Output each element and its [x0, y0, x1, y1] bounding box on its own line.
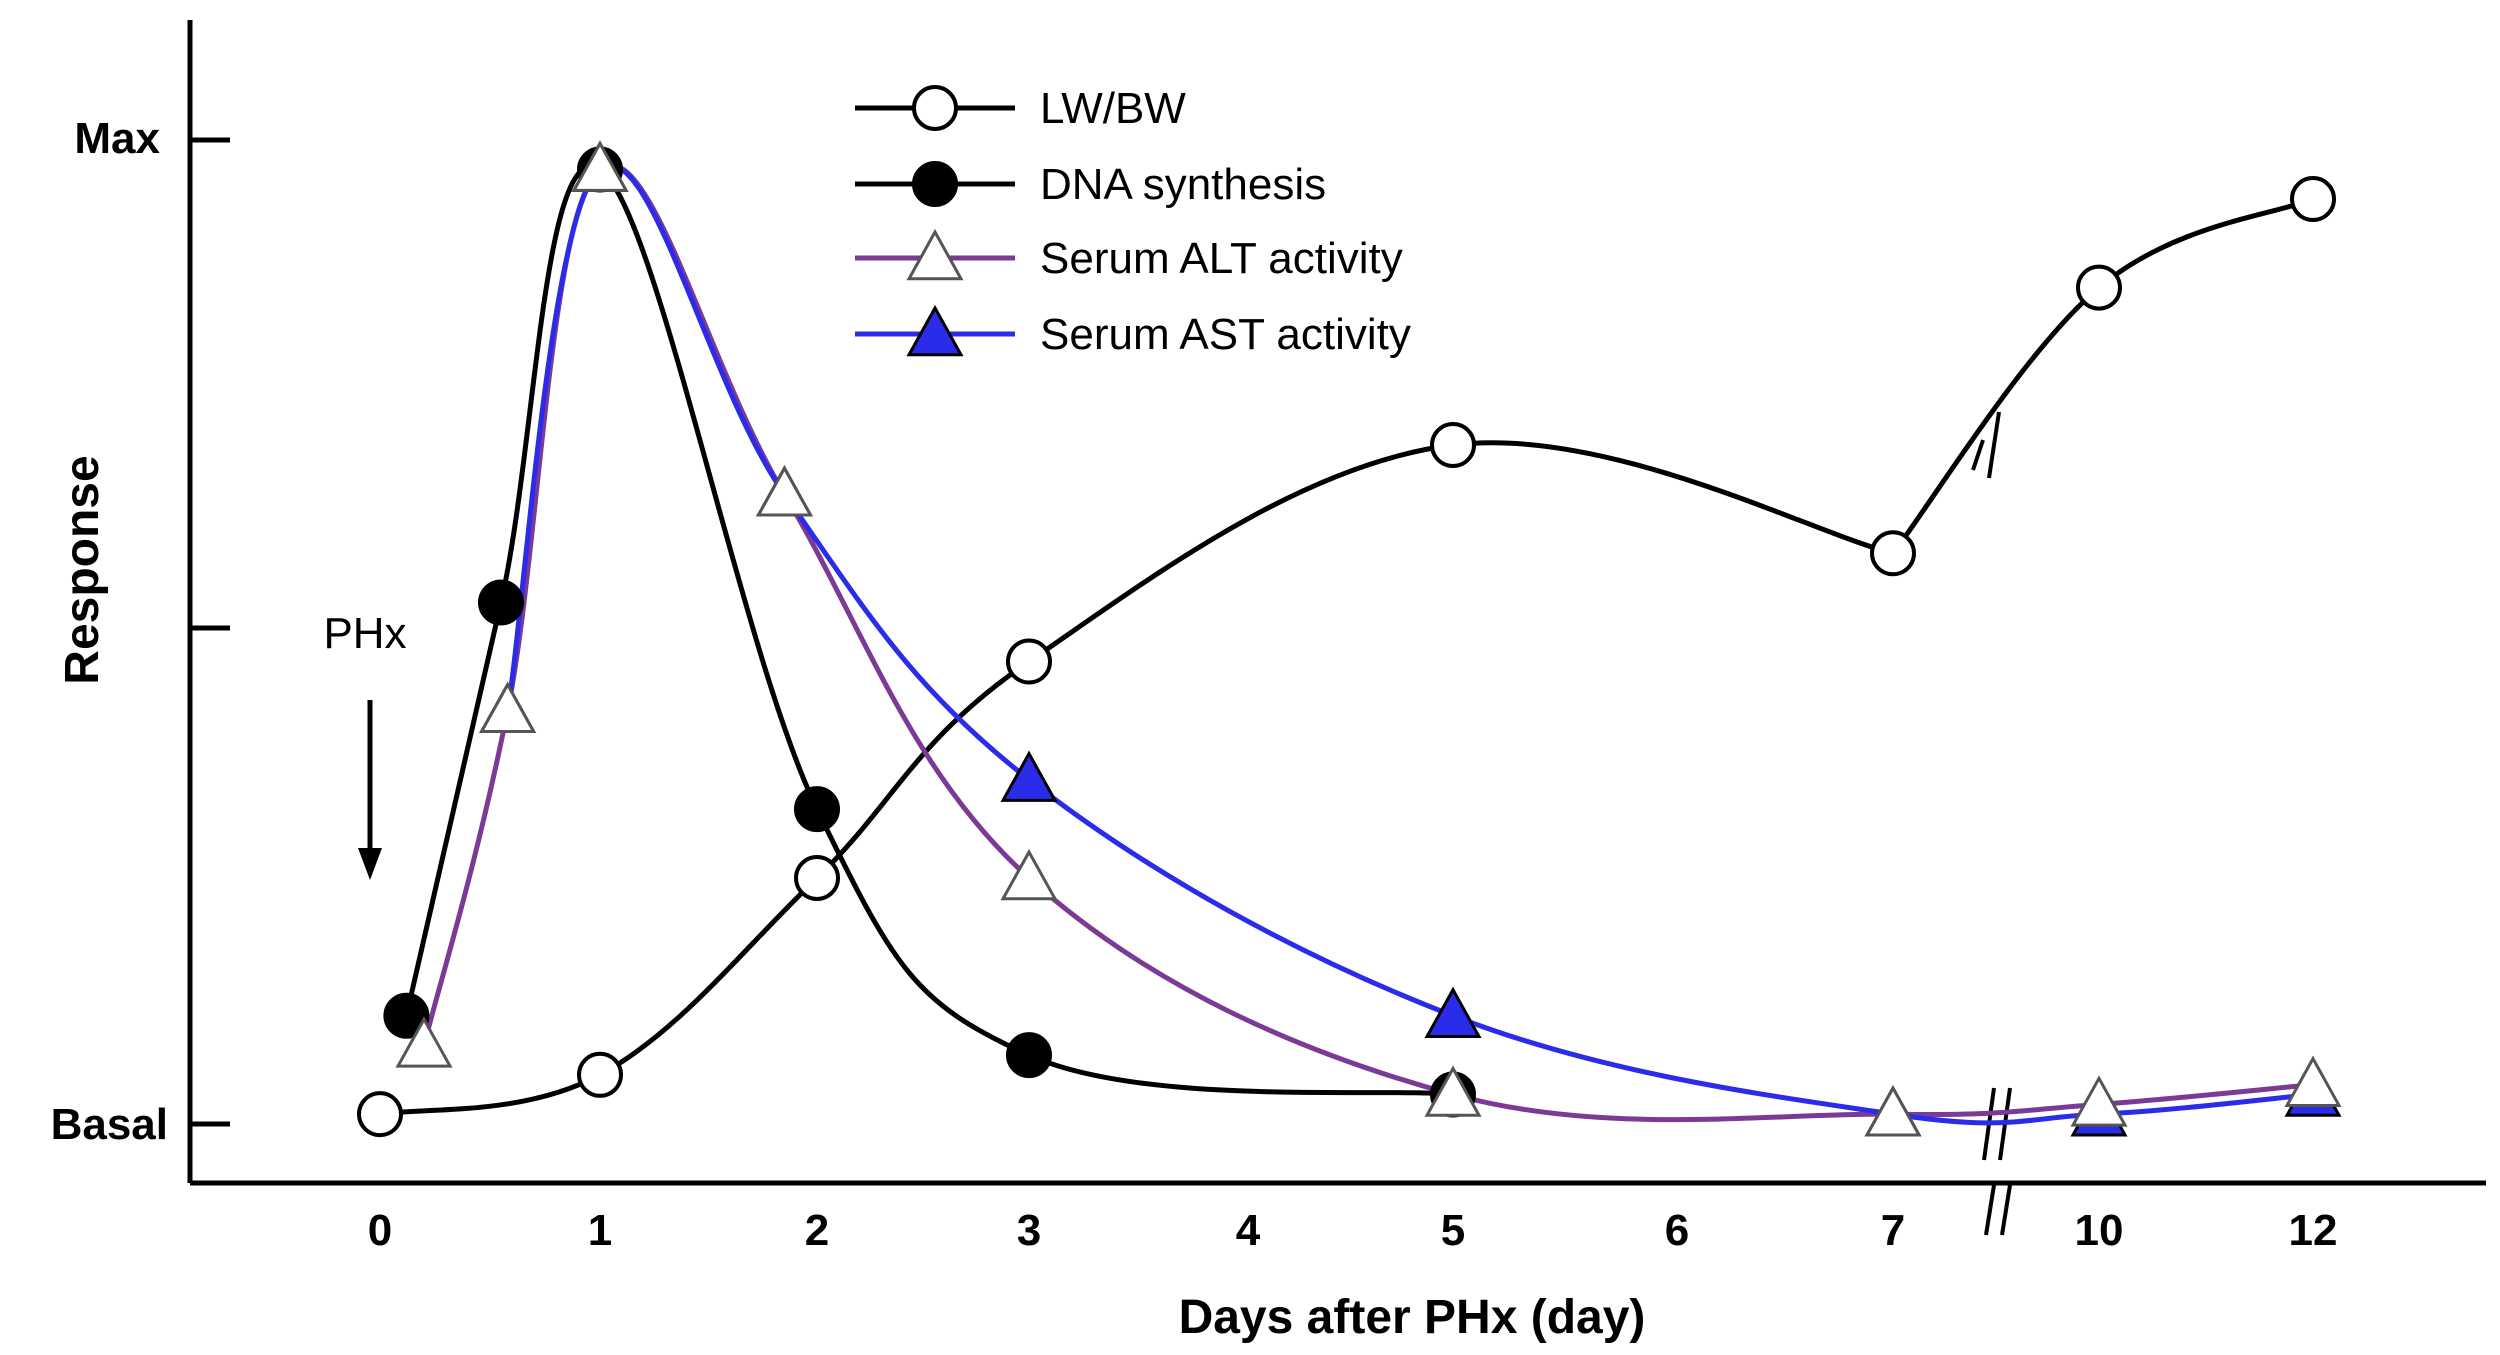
- data-point-serum-ast-activity: [1424, 986, 1482, 1039]
- data-point-serum-alt-activity: [571, 140, 629, 192]
- legend-label-dna-synthesis: DNA synthesis: [1040, 160, 1326, 209]
- y-axis-title: Response: [56, 455, 109, 684]
- data-point-serum-alt-activity: [2070, 1075, 2128, 1127]
- x-tick-label-12: 12: [2289, 1206, 2338, 1255]
- x-tick-label-5: 5: [1441, 1206, 1465, 1255]
- data-point-lw-bw: [357, 1091, 403, 1138]
- series-markers: [357, 140, 2342, 1138]
- series-line-lw-bw: [379, 440, 1894, 1117]
- data-point-lw-bw: [794, 855, 840, 901]
- legend-label-serum-ast-activity: Serum AST activity: [1040, 310, 1411, 359]
- y-tick-label-basal: Basal: [51, 1100, 168, 1149]
- x-tick-label-6: 6: [1665, 1206, 1689, 1255]
- axis-break-mark: [1984, 1184, 1996, 1236]
- data-point-serum-ast-activity: [1000, 750, 1058, 802]
- legend-marker-lw-bw: [912, 85, 958, 131]
- curve-break-mark: [1971, 439, 1985, 471]
- x-axis-title: Days after PHx (day): [1179, 1291, 1646, 1344]
- legend-marker-serum-ast-activity: [906, 304, 964, 357]
- series-line-lw-bw: [1891, 196, 2314, 555]
- data-point-lw-bw: [577, 1051, 623, 1098]
- legend-label-serum-alt-activity: Serum ALT activity: [1040, 234, 1403, 283]
- x-tick-label-2: 2: [805, 1206, 829, 1255]
- axis-break-mark: [2000, 1184, 2012, 1236]
- x-tick-label-7: 7: [1881, 1206, 1905, 1255]
- x-tick-label-0: 0: [368, 1206, 392, 1255]
- data-point-lw-bw: [2076, 264, 2122, 311]
- legend-marker-serum-alt-activity: [906, 228, 964, 281]
- data-point-dna-synthesis: [478, 579, 524, 626]
- data-point-lw-bw: [1430, 422, 1476, 469]
- data-point-serum-alt-activity: [479, 681, 537, 734]
- data-point-serum-alt-activity: [1424, 1065, 1482, 1117]
- series-line-dna-synthesis: [403, 164, 1454, 1097]
- data-point-lw-bw: [1870, 530, 1916, 577]
- data-point-dna-synthesis: [1006, 1032, 1052, 1079]
- series-lines: [379, 162, 2314, 1126]
- phx-arrow-head: [358, 848, 382, 880]
- data-point-serum-alt-activity: [755, 465, 813, 517]
- legend-marker-dna-synthesis: [912, 161, 958, 207]
- x-tick-label-10: 10: [2075, 1206, 2124, 1255]
- curve-break-mark: [1987, 411, 2001, 479]
- data-point-serum-alt-activity: [1864, 1085, 1922, 1137]
- phx-label: PHx: [323, 609, 406, 658]
- x-ticks: 0 1 2 3 4 5 6 7 10 12: [368, 1206, 2338, 1255]
- data-point-dna-synthesis: [383, 992, 430, 1039]
- series-line-serum-alt-activity: [421, 162, 2314, 1123]
- data-point-serum-alt-activity: [1000, 848, 1058, 901]
- legend: LW/BW DNA synthesis Serum ALT activity Seru…: [855, 84, 1411, 359]
- data-point-lw-bw: [1006, 638, 1052, 685]
- data-point-serum-alt-activity: [2284, 1055, 2342, 1107]
- legend-label-lw-bw: LW/BW: [1040, 84, 1186, 133]
- x-tick-label-1: 1: [588, 1206, 612, 1255]
- phx-annotation: PHx: [323, 609, 407, 880]
- axes: Max Basal Response Days after PHx (day): [51, 20, 2486, 1344]
- data-point-serum-alt-activity: [395, 1016, 453, 1068]
- data-point-dna-synthesis: [794, 786, 840, 833]
- y-tick-label-max: Max: [74, 114, 160, 163]
- x-tick-label-3: 3: [1017, 1206, 1041, 1255]
- data-point-lw-bw: [2290, 176, 2336, 223]
- x-tick-label-4: 4: [1236, 1206, 1261, 1255]
